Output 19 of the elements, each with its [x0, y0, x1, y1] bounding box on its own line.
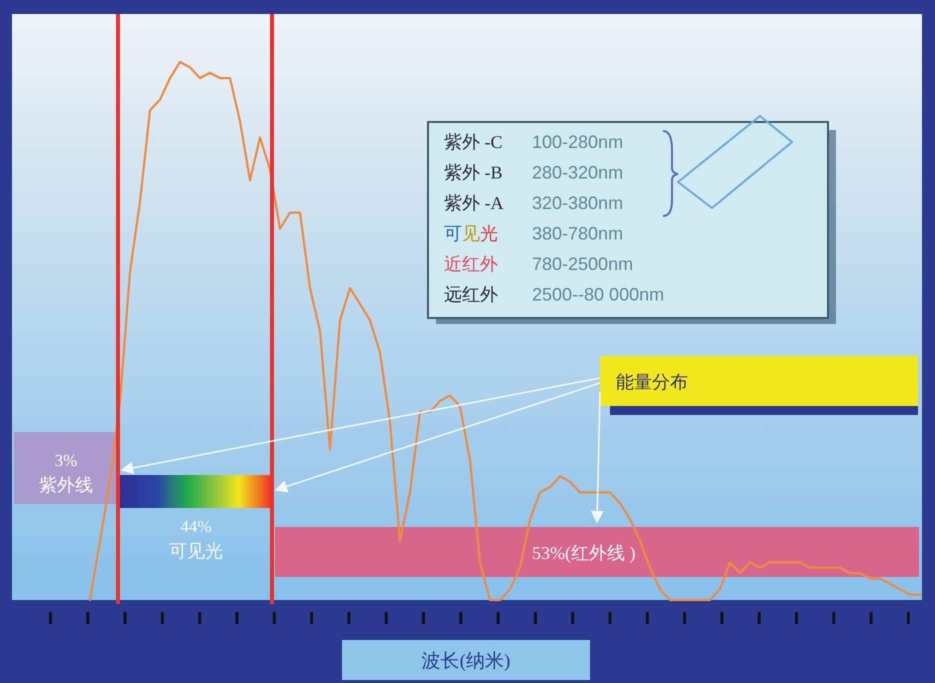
annotation: 近红外	[444, 254, 498, 274]
annotation: 紫外 -C	[444, 132, 502, 152]
annotation: 可见光	[444, 224, 498, 244]
annotation: 320-380nm	[532, 193, 624, 213]
annotation: 280-320nm	[532, 162, 624, 182]
annotation: 紫外 -A	[444, 193, 504, 213]
annotation: 100-280nm	[532, 132, 624, 152]
annotation: 2500--80 000nm	[532, 284, 664, 304]
annotation: 53%(红外线 )	[532, 543, 636, 563]
annotation: 可见光	[169, 541, 223, 561]
annotation: 紫外 -B	[444, 162, 502, 182]
annotation: 380-780nm	[532, 224, 624, 244]
annotation: 780-2500nm	[532, 254, 634, 274]
annotation: 能量分布	[616, 372, 688, 392]
text: 3%	[54, 451, 78, 470]
annotation: 远红外	[444, 284, 498, 304]
annotation: 紫外线	[39, 475, 93, 495]
annotation: 44%	[180, 517, 212, 536]
x-axis-title: 波长(纳米)	[422, 651, 510, 672]
